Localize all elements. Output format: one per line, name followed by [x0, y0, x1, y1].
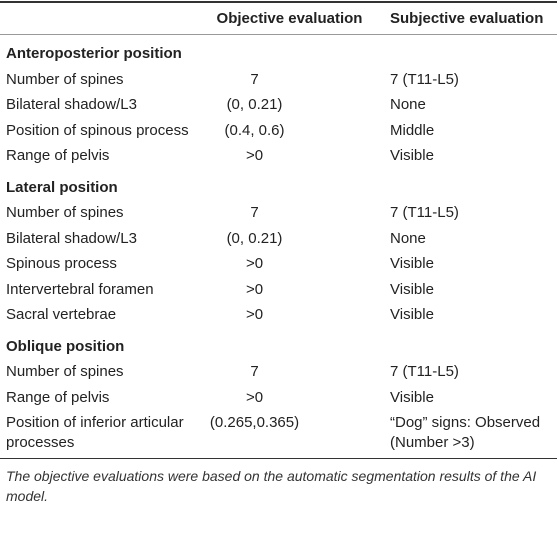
section-row: Lateral position	[0, 169, 557, 201]
objective-cell: (0, 0.21)	[226, 229, 283, 247]
row-label: Bilateral shadow/L3	[6, 229, 137, 247]
section-title: Anteroposterior position	[6, 45, 182, 62]
footnote: The objective evaluations were based on …	[6, 468, 537, 504]
data-row: Range of pelvis >0 Visible	[0, 385, 557, 411]
row-label: Number of spines	[6, 70, 124, 88]
subjective-cell: None	[390, 96, 426, 113]
row-label: Position of spinous process	[6, 121, 189, 139]
section-title: Oblique position	[6, 337, 125, 355]
data-table: Objective evaluation Subjective evaluati…	[0, 1, 557, 459]
subjective-cell: 7 (T11-L5)	[390, 204, 459, 221]
objective-cell: >0	[245, 147, 264, 164]
data-row: Sacral vertebrae >0 Visible	[0, 302, 557, 328]
section-row: Oblique position	[0, 328, 557, 360]
row-label: Range of pelvis	[6, 147, 110, 164]
section-title: Lateral position	[6, 178, 118, 196]
row-label: Sacral vertebrae	[6, 306, 117, 323]
subjective-cell: 7 (T11-L5)	[390, 363, 459, 380]
subjective-cell: Middle	[390, 121, 435, 139]
objective-cell: (0.265,0.365)	[197, 410, 382, 459]
section-row: Anteroposterior position	[0, 35, 557, 67]
data-row: Number of spines 7 7 (T11-L5)	[0, 67, 557, 93]
column-header: Subjective evaluation	[382, 1, 557, 35]
row-label: Bilateral shadow/L3	[6, 96, 137, 113]
data-row: Number of spines 7 7 (T11-L5)	[0, 359, 557, 385]
data-row: Bilateral shadow/L3 (0, 0.21) None	[0, 92, 557, 118]
corner-cell	[0, 1, 197, 35]
subjective-cell: None	[390, 229, 426, 247]
subjective-cell: “Dog” signs: Observed (Number >3)	[382, 410, 557, 459]
subjective-cell: Visible	[390, 255, 434, 272]
row-label: Spinous process	[6, 255, 117, 272]
table-body: Anteroposterior position Number of spines…	[0, 35, 557, 459]
data-row: Spinous process >0 Visible	[0, 251, 557, 277]
objective-cell: 7	[250, 363, 259, 380]
row-label: Number of spines	[6, 363, 124, 380]
subjective-cell: Visible	[390, 388, 434, 406]
objective-cell: >0	[245, 280, 264, 298]
data-row: Position of inferior articular processes…	[0, 410, 557, 459]
objective-cell: 7	[250, 70, 259, 88]
row-label: Range of pelvis	[6, 388, 110, 406]
subjective-cell: Visible	[390, 147, 434, 164]
objective-cell: >0	[245, 255, 264, 272]
data-row: Number of spines 7 7 (T11-L5)	[0, 200, 557, 226]
data-row: Bilateral shadow/L3 (0, 0.21) None	[0, 226, 557, 252]
data-row: Intervertebral foramen >0 Visible	[0, 277, 557, 303]
header-row: Objective evaluation Subjective evaluati…	[0, 1, 557, 35]
subjective-cell: 7 (T11-L5)	[390, 70, 459, 88]
objective-cell: >0	[245, 306, 264, 323]
objective-cell: 7	[250, 204, 259, 221]
objective-cell: >0	[245, 388, 264, 406]
row-label: Position of inferior articular processes	[0, 410, 197, 459]
column-header: Objective evaluation	[197, 1, 382, 35]
data-row: Position of spinous process (0.4, 0.6) Mid…	[0, 118, 557, 144]
objective-cell: (0.4, 0.6)	[224, 121, 285, 139]
objective-cell: (0, 0.21)	[226, 96, 283, 113]
subjective-cell: Visible	[390, 280, 434, 298]
data-row: Range of pelvis >0 Visible	[0, 143, 557, 169]
table-header: Objective evaluation Subjective evaluati…	[0, 1, 557, 35]
row-label: Intervertebral foramen	[6, 280, 154, 298]
row-label: Number of spines	[6, 204, 124, 221]
subjective-cell: Visible	[390, 306, 434, 323]
